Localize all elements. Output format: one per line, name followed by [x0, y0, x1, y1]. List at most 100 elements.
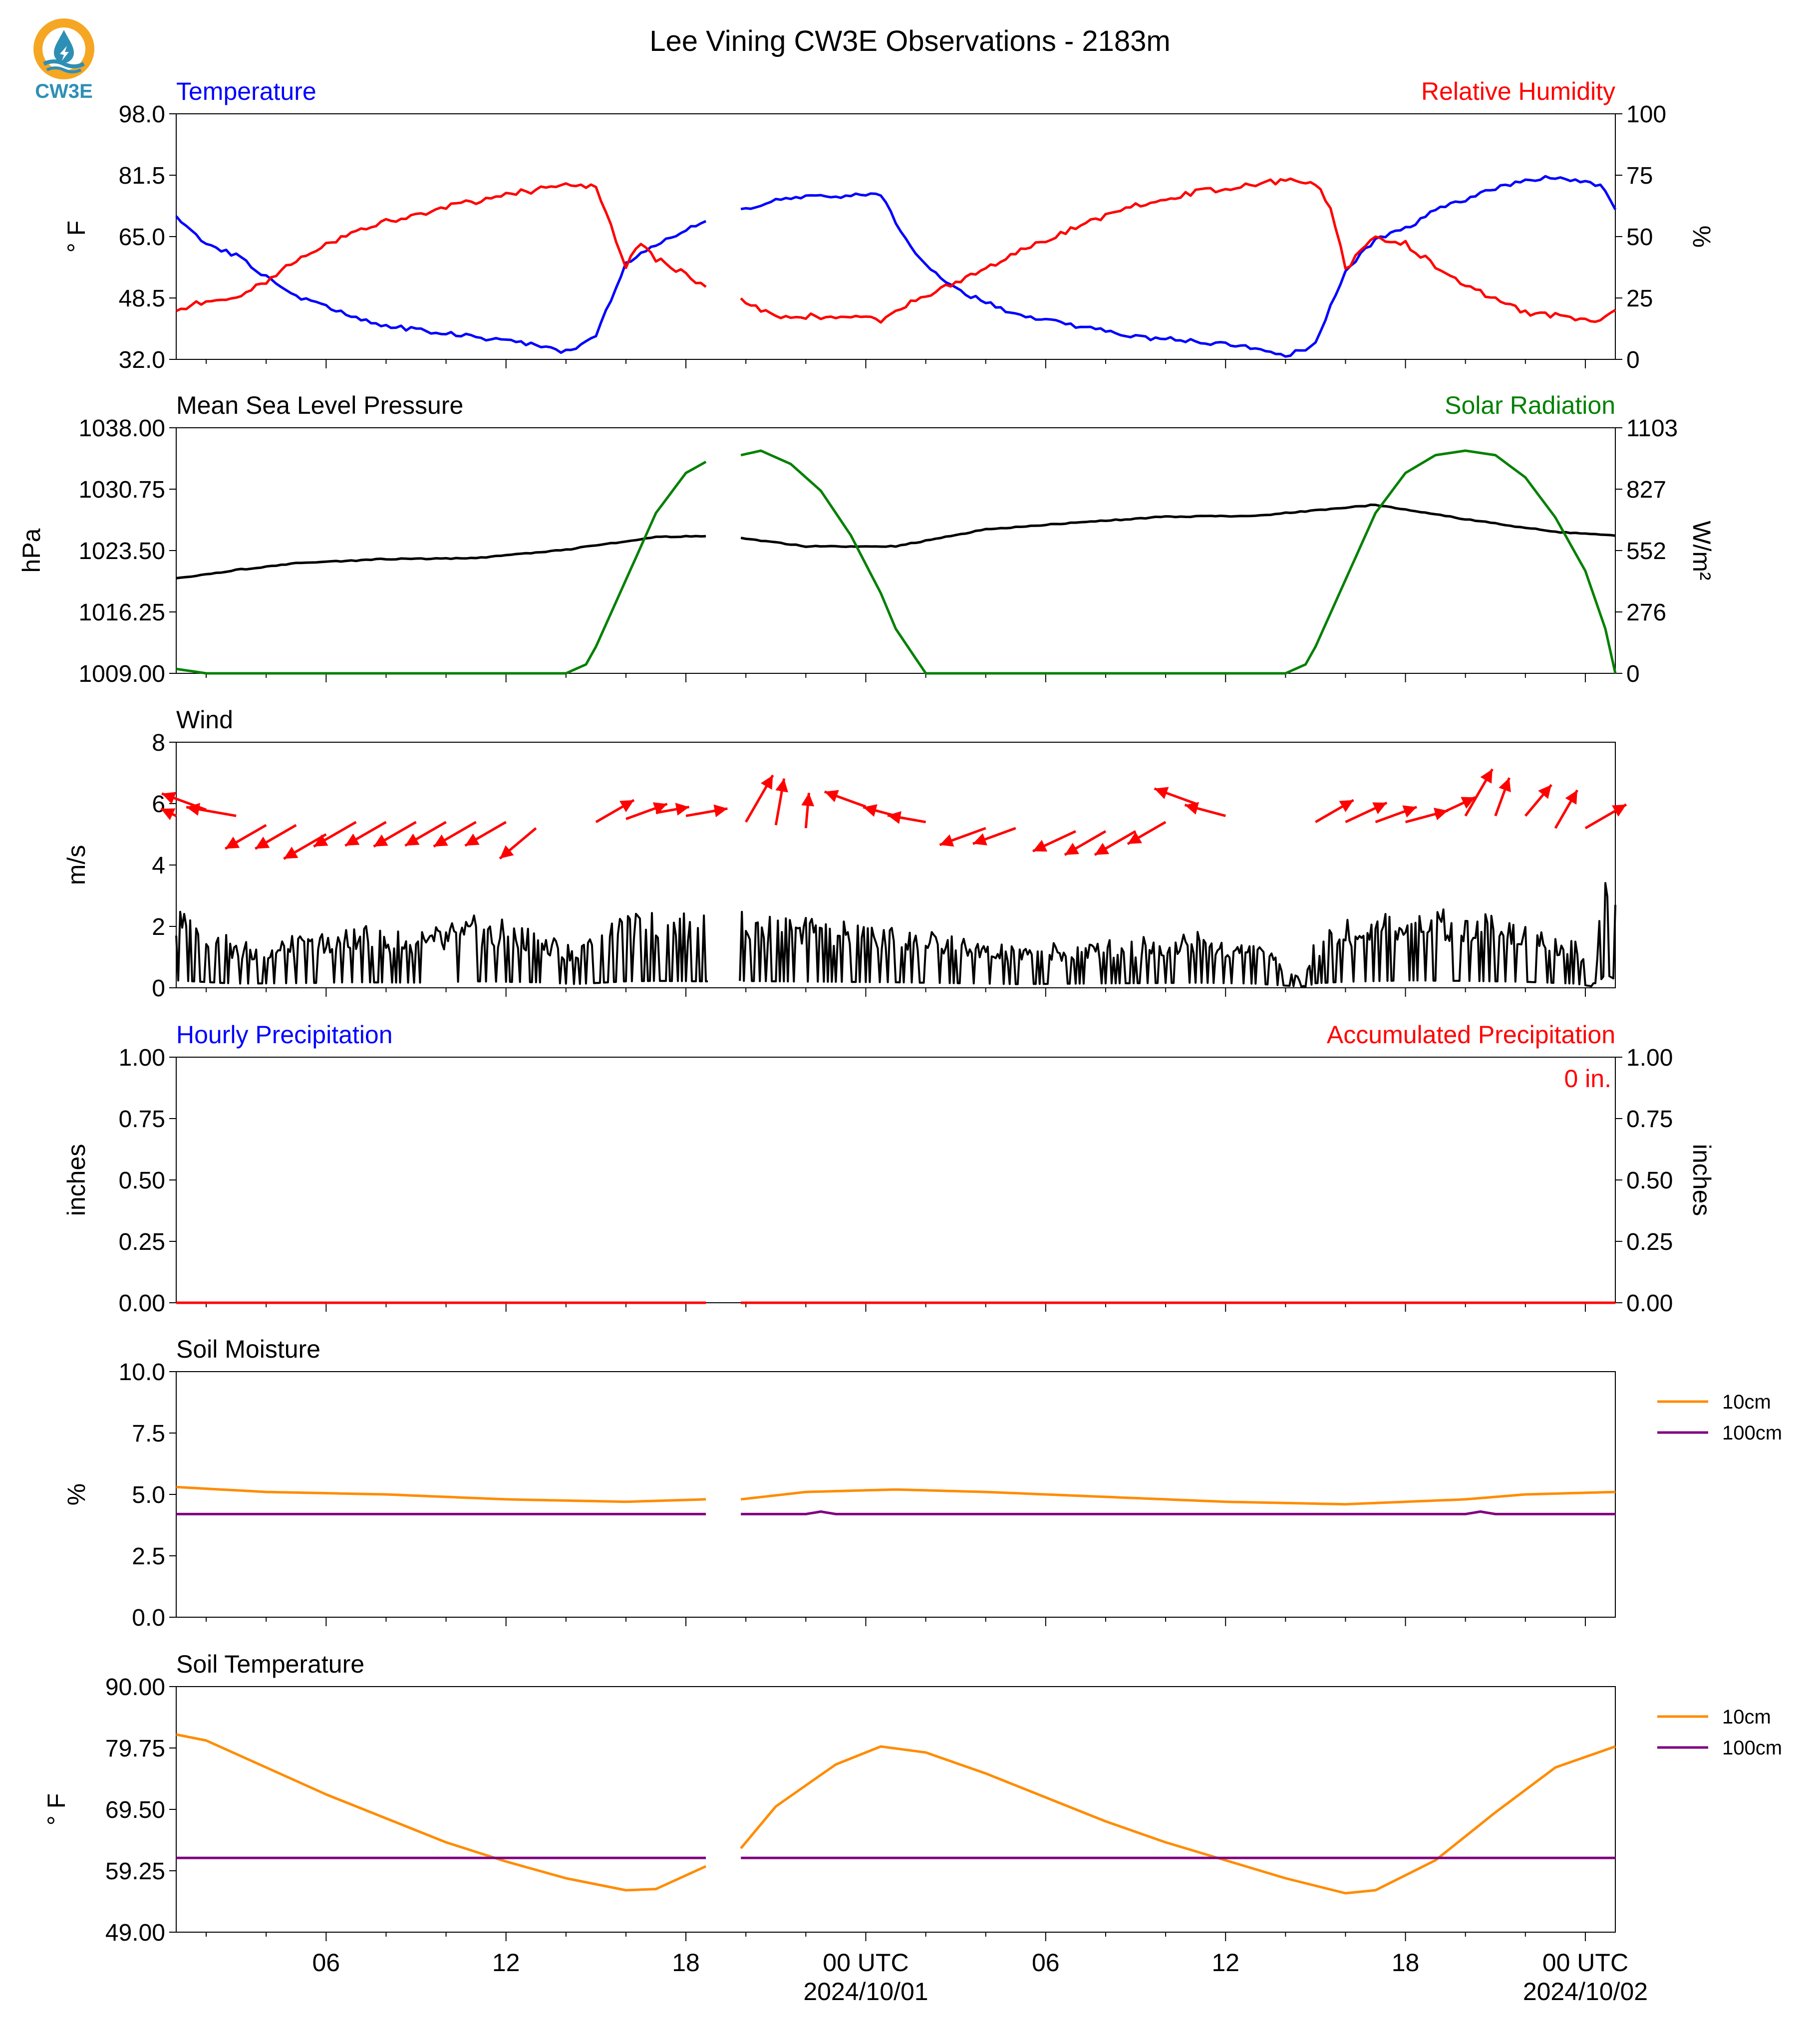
y-tick-label: 1038.00 [78, 415, 165, 442]
y-tick-label: 8 [152, 730, 165, 756]
y-tick-label-right: 50 [1626, 224, 1653, 251]
y-tick-label-right: 75 [1626, 163, 1653, 189]
panel-soil-temperature: Soil Temperature 49.00 59.25 69.50 79.75 90.0… [42, 1650, 1782, 1946]
series-line [175, 175, 1617, 358]
wind-arrow [863, 804, 897, 818]
y-tick-label: 4 [152, 853, 165, 879]
wind-arrow [1554, 789, 1579, 829]
y-tick-label-right: 0 [1626, 347, 1640, 373]
wind-arrow [1494, 777, 1511, 817]
plot-frame [176, 742, 1616, 988]
y-tick-label: 10.0 [119, 1359, 165, 1386]
wind-arrow-head [775, 778, 788, 793]
wind-arrow-head [939, 834, 954, 847]
wind-arrow [160, 808, 177, 821]
wind-arrow [801, 793, 815, 829]
legend-label-100cm: 100cm [1722, 1422, 1782, 1444]
y-axis-label-left: ° F [42, 1793, 70, 1825]
y-tick-label: 69.50 [105, 1797, 165, 1823]
wind-arrow [1154, 787, 1196, 805]
panel-precipitation: Hourly Precipitation Accumulated Precipit… [62, 1021, 1716, 1317]
wind-arrow [1094, 830, 1137, 856]
wind-arrow-head [1499, 778, 1511, 793]
wind-arrow [824, 790, 867, 808]
y-tick-label: 6 [152, 791, 165, 818]
wind-arrow-head [1064, 843, 1079, 855]
series-line [176, 177, 1616, 324]
y-axis-label-left: % [62, 1483, 90, 1505]
series-line-10cm [176, 1733, 1616, 1895]
wind-arrow [404, 821, 447, 847]
y-tick-label: 0 [152, 975, 165, 1002]
wind-arrow-head [1372, 802, 1387, 815]
wind-arrow-head [405, 833, 420, 846]
wind-arrow-head [1127, 832, 1142, 844]
wind-arrow [433, 821, 477, 848]
wind-arrow [887, 811, 926, 824]
y-tick-label-right: 276 [1626, 599, 1666, 626]
wind-arrow [625, 802, 668, 821]
panel-title-left: Wind [176, 706, 233, 734]
panel-temperature-rh: Temperature Relative Humidity 32.0 48.5 65.0… [62, 77, 1716, 373]
wind-arrow-head [162, 792, 176, 805]
wind-arrow-head [972, 833, 987, 846]
y-tick-label: 1023.50 [78, 538, 165, 565]
figure-title: Lee Vining CW3E Observations - 2183m [649, 25, 1170, 57]
wind-arrow-head [1565, 790, 1577, 805]
wind-arrow [1375, 805, 1417, 824]
y-tick-label-right: 0.50 [1626, 1167, 1673, 1194]
wind-arrow [1064, 830, 1107, 856]
plot-frame [176, 1057, 1616, 1303]
x-tick-label: 12 [492, 1949, 520, 1977]
y-tick-label: 2 [152, 914, 165, 940]
y-tick-label: 79.75 [105, 1736, 165, 1762]
y-tick-label: 1.00 [119, 1045, 165, 1071]
panel-title-left: Mean Sea Level Pressure [176, 391, 463, 419]
legend: 10cm 100cm [1657, 1391, 1782, 1444]
y-tick-label: 65.0 [119, 224, 165, 251]
wind-arrow-head [433, 834, 448, 847]
y-tick-label: 32.0 [119, 347, 165, 373]
y-tick-label-right: 1.00 [1626, 1045, 1673, 1071]
y-tick-label-right: 827 [1626, 477, 1666, 503]
y-axis-label-right: W/m² [1688, 521, 1716, 580]
wind-arrow [774, 778, 788, 826]
x-tick-label: 18 [1392, 1949, 1420, 1977]
x-tick-label: 00 UTC [1542, 1949, 1628, 1977]
y-tick-label-right: 0.25 [1626, 1229, 1673, 1255]
wind-arrow [283, 833, 327, 860]
wind-arrow [1435, 796, 1476, 817]
wind-arrow-head [161, 808, 176, 821]
wind-arrow-head [186, 803, 201, 816]
wind-arrow [1584, 803, 1627, 830]
wind-arrow-head [1185, 802, 1199, 815]
wind-arrow-head [500, 845, 514, 859]
y-tick-label: 0.25 [119, 1229, 165, 1255]
wind-arrow-head [863, 804, 878, 817]
wind-arrow [464, 821, 507, 847]
y-tick-label-right: 0.00 [1626, 1290, 1673, 1317]
wind-arrow-head [713, 804, 728, 818]
panel-soil-moisture: Soil Moisture 0.0 2.5 5.0 7.5 10.0% 10cm 100cm [62, 1335, 1782, 1631]
plot-frame [176, 113, 1616, 360]
wind-arrow-head [1402, 805, 1417, 818]
y-tick-label-right: 552 [1626, 538, 1666, 565]
wind-arrow [499, 827, 537, 860]
wind-arrow [1127, 821, 1167, 846]
x-tick-label: 00 UTC [823, 1949, 909, 1977]
plot-frame [176, 1686, 1616, 1933]
wind-arrow-head [225, 837, 240, 849]
wind-arrow [655, 803, 690, 816]
legend: 10cm 100cm [1657, 1706, 1782, 1759]
wind-arrow [254, 824, 297, 850]
series-line [176, 503, 1616, 579]
y-tick-label: 90.00 [105, 1674, 165, 1701]
series-line-100cm [176, 1510, 1615, 1515]
wind-arrow-head [652, 802, 667, 815]
wind-arrow-head [465, 833, 480, 846]
logo-text: CW3E [35, 80, 93, 102]
y-tick-label-right: 0.75 [1626, 1106, 1673, 1133]
wind-arrow [1315, 799, 1354, 824]
wind-arrow-head [824, 790, 839, 803]
series-line [176, 449, 1617, 675]
